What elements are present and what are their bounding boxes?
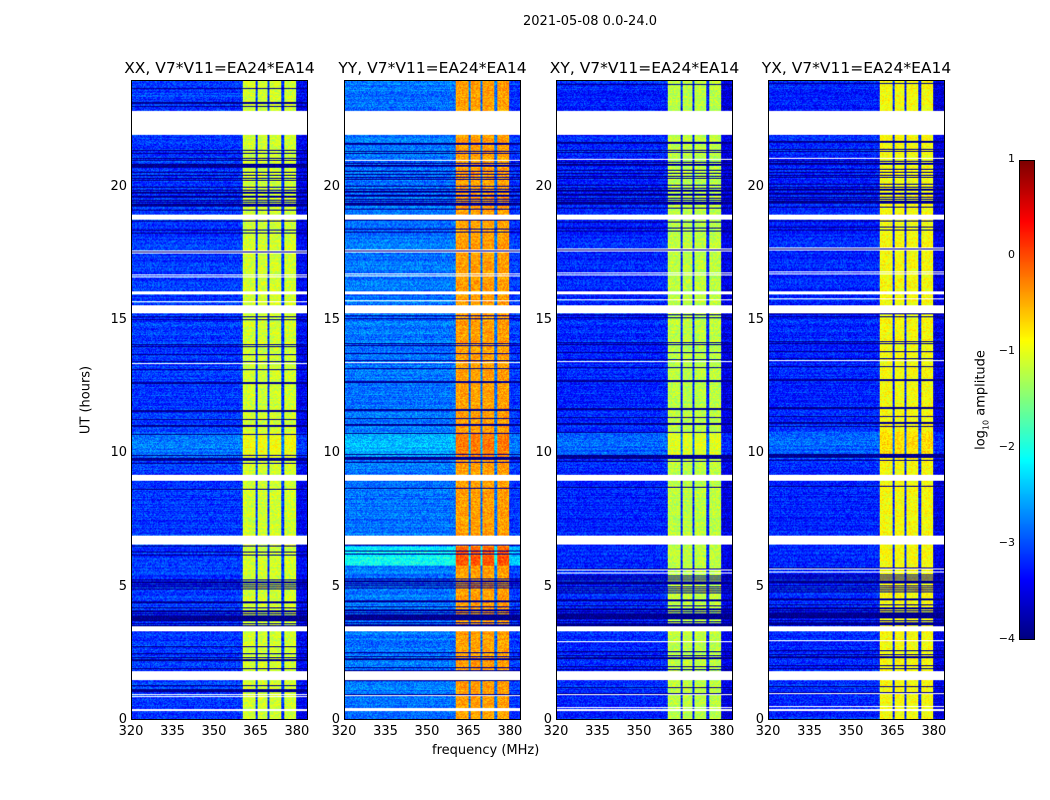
spectrogram-panel	[768, 80, 945, 720]
y-tick-label: 20	[323, 178, 340, 194]
x-tick-label: 335	[585, 724, 610, 739]
x-tick-label: 380	[284, 724, 310, 739]
y-tick-label: 5	[755, 578, 764, 594]
x-tick-label: 365	[243, 724, 268, 739]
x-tick-label: 350	[201, 724, 227, 739]
panel-title: XX, V7*V11=EA24*EA14	[124, 59, 315, 77]
y-tick-label: 20	[535, 178, 552, 194]
y-tick-label: 5	[331, 578, 340, 594]
x-tick-label: 365	[668, 724, 693, 739]
colorbar-tick-label: 1	[1008, 152, 1015, 165]
x-tick-label: 380	[497, 724, 523, 739]
panel-title: YX, V7*V11=EA24*EA14	[761, 59, 952, 77]
y-tick-label: 15	[747, 312, 764, 327]
y-axis-label: UT (hours)	[78, 365, 94, 435]
y-tick-label: 10	[110, 445, 127, 461]
y-tick-label: 20	[110, 178, 127, 194]
x-tick-label: 335	[160, 724, 185, 739]
y-tick-label: 0	[543, 712, 552, 727]
y-tick-label: 15	[110, 312, 127, 327]
spectrogram-panel	[131, 80, 308, 720]
x-tick-label: 320	[755, 724, 781, 739]
x-tick-label: 380	[709, 724, 735, 739]
y-tick-label: 15	[323, 312, 340, 327]
panel-title: YY, V7*V11=EA24*EA14	[338, 59, 527, 77]
y-tick-label: 10	[323, 445, 340, 461]
x-tick-label: 320	[331, 724, 357, 739]
x-tick-label: 380	[921, 724, 947, 739]
y-tick-label: 20	[747, 178, 764, 194]
spectrogram-image	[345, 81, 520, 719]
colorbar-tick-label: −1	[998, 344, 1015, 357]
colorbar-tick-label: −2	[998, 440, 1015, 453]
x-tick-label: 335	[373, 724, 398, 739]
spectrogram-image	[557, 81, 732, 719]
colorbar-tick-label: −4	[998, 632, 1015, 645]
colorbar-tick-label: −3	[998, 536, 1015, 549]
x-axis-label: frequency (MHz)	[432, 743, 540, 758]
y-tick-label: 5	[543, 578, 552, 594]
figure-title: 2021-05-08 0.0-24.0	[523, 14, 657, 29]
panel-title: XY, V7*V11=EA24*EA14	[549, 59, 740, 77]
y-tick-label: 5	[118, 578, 127, 594]
spectrogram-panel	[556, 80, 733, 720]
x-tick-label: 365	[880, 724, 905, 739]
spectrogram-image	[132, 81, 307, 719]
y-tick-label: 0	[118, 712, 127, 727]
spectrogram-panel	[344, 80, 521, 720]
x-tick-label: 320	[118, 724, 144, 739]
y-tick-label: 0	[331, 712, 340, 727]
x-tick-label: 350	[838, 724, 864, 739]
x-tick-label: 350	[626, 724, 652, 739]
x-tick-label: 365	[456, 724, 481, 739]
y-tick-label: 10	[535, 445, 552, 461]
x-tick-label: 350	[414, 724, 440, 739]
spectrogram-image	[769, 81, 944, 719]
colorbar-label: log10 amplitude	[973, 350, 991, 450]
colorbar-tick-label: 0	[1008, 248, 1015, 261]
y-tick-label: 10	[747, 445, 764, 461]
x-tick-label: 335	[797, 724, 822, 739]
y-tick-label: 0	[755, 712, 764, 727]
y-tick-label: 15	[535, 312, 552, 327]
colorbar	[1019, 160, 1035, 640]
x-tick-label: 320	[543, 724, 569, 739]
